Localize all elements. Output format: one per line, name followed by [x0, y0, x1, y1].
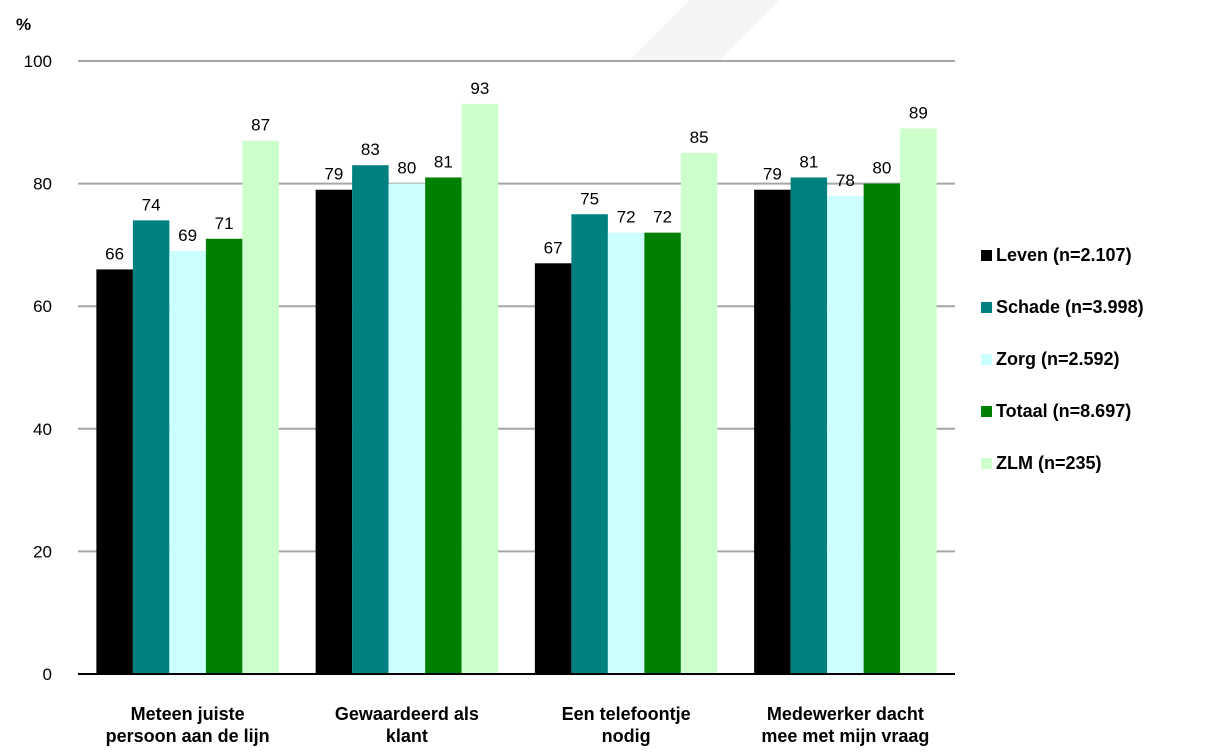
bar — [680, 152, 718, 674]
data-label: 89 — [909, 103, 928, 122]
bar — [900, 128, 937, 674]
bar — [242, 140, 279, 674]
bar — [863, 183, 901, 674]
bar — [169, 251, 206, 674]
y-axis-unit-label: % — [16, 15, 31, 34]
data-label: 79 — [763, 165, 782, 184]
data-label: 80 — [872, 159, 891, 178]
category-label: nodig — [602, 726, 651, 746]
bar — [607, 232, 645, 674]
legend-swatch — [981, 406, 992, 417]
data-label: 66 — [105, 244, 124, 263]
data-label: 81 — [799, 152, 818, 171]
bar — [461, 103, 499, 674]
legend-swatch — [981, 458, 992, 469]
bar — [315, 189, 353, 675]
data-label: 72 — [617, 208, 636, 227]
bar — [352, 165, 389, 674]
category-label: Medewerker dacht — [767, 704, 924, 724]
legend-swatch — [981, 250, 992, 261]
data-label: 71 — [215, 214, 234, 233]
bar — [827, 195, 864, 675]
data-label: 80 — [397, 159, 416, 178]
y-tick-label: 80 — [33, 175, 52, 194]
data-label: 81 — [434, 152, 453, 171]
legend-swatch — [981, 354, 992, 365]
category-label: Een telefoontje — [562, 704, 691, 724]
bar — [571, 214, 608, 674]
bar — [790, 177, 828, 674]
legend-label: Schade (n=3.998) — [996, 297, 1144, 317]
legend-label: Leven (n=2.107) — [996, 245, 1132, 265]
bar — [132, 220, 170, 674]
data-label: 78 — [836, 171, 855, 190]
category-label: persoon aan de lijn — [106, 726, 270, 746]
legend-label: Zorg (n=2.592) — [996, 349, 1120, 369]
y-tick-label: 60 — [33, 297, 52, 316]
bar — [534, 263, 572, 674]
category-label: Gewaardeerd als — [335, 704, 479, 724]
bar — [388, 183, 426, 674]
data-label: 93 — [470, 79, 489, 98]
y-tick-label: 20 — [33, 542, 52, 561]
watermark-shape — [630, 0, 780, 60]
data-label: 83 — [361, 140, 380, 159]
bar — [205, 238, 243, 674]
category-label: mee met mijn vraag — [761, 726, 929, 746]
data-label: 72 — [653, 208, 672, 227]
legend-label: ZLM (n=235) — [996, 453, 1102, 473]
data-label: 67 — [544, 238, 563, 257]
data-label: 85 — [690, 128, 709, 147]
category-label: Meteen juiste — [131, 704, 245, 724]
data-label: 87 — [251, 116, 270, 135]
bar — [96, 269, 133, 674]
bar — [754, 189, 791, 675]
data-label: 74 — [142, 195, 161, 214]
data-label: 79 — [324, 165, 343, 184]
y-tick-label: 0 — [43, 665, 52, 684]
legend-label: Totaal (n=8.697) — [996, 401, 1131, 421]
category-label: klant — [386, 726, 428, 746]
data-label: 69 — [178, 226, 197, 245]
legend-swatch — [981, 302, 992, 313]
data-label: 75 — [580, 189, 599, 208]
bar — [425, 177, 462, 674]
bar — [644, 232, 681, 674]
y-tick-label: 100 — [24, 52, 52, 71]
y-tick-label: 40 — [33, 420, 52, 439]
